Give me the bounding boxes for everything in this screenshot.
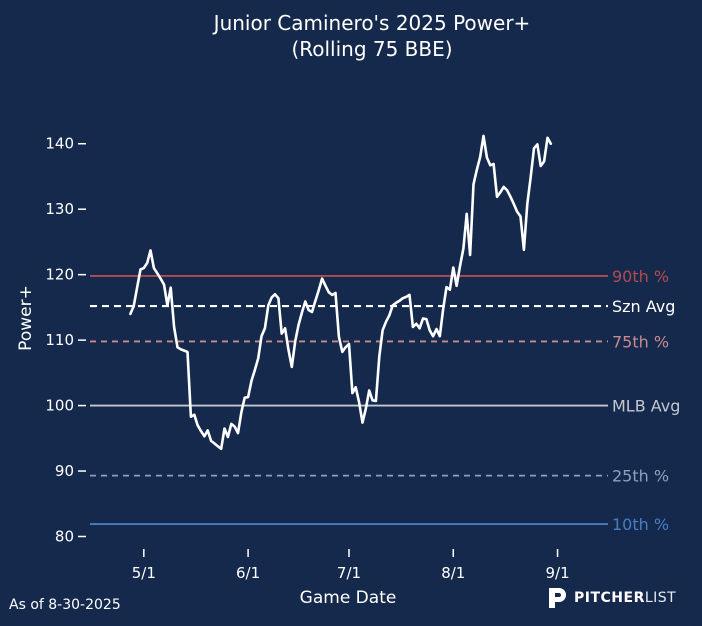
reference-lines: 90th % Szn Avg 75th % MLB Avg 25th % 10th % bbox=[90, 267, 680, 534]
brand-name-light: LIST bbox=[644, 590, 677, 606]
y-tick-label-110: 110 bbox=[45, 331, 74, 349]
chart-subtitle: (Rolling 75 BBE) bbox=[291, 37, 452, 61]
ref-label-10th: 10th % bbox=[612, 515, 669, 534]
brand-name-bold: PITCHER bbox=[574, 590, 645, 606]
ref-label-90th: 90th % bbox=[612, 267, 669, 286]
y-tick-label-100: 100 bbox=[45, 397, 74, 415]
x-axis-label: Game Date bbox=[300, 588, 397, 608]
axes: 80 90 100 110 120 130 140 5/1 6/1 7/1 8/1 9/1 bbox=[45, 135, 569, 582]
chart-title: Junior Caminero's 2025 Power+ bbox=[212, 11, 531, 35]
series-layer bbox=[129, 134, 553, 451]
x-tick-label-9/1: 9/1 bbox=[545, 564, 569, 582]
ref-label-szn-avg: Szn Avg bbox=[612, 297, 675, 316]
x-tick-label-7/1: 7/1 bbox=[337, 564, 361, 582]
pitcherlist-logo: PITCHERLIST bbox=[546, 586, 676, 610]
as-of-date: As of 8-30-2025 bbox=[9, 597, 121, 613]
y-tick-label-90: 90 bbox=[55, 462, 74, 480]
ref-label-25th: 25th % bbox=[612, 467, 669, 486]
ref-label-mlb-avg: MLB Avg bbox=[612, 397, 680, 416]
y-tick-label-120: 120 bbox=[45, 266, 74, 284]
pitcherlist-p-icon bbox=[549, 588, 566, 608]
series-line-0 bbox=[129, 134, 553, 451]
x-tick-label-5/1: 5/1 bbox=[132, 564, 156, 582]
y-axis-label: Power+ bbox=[16, 285, 36, 351]
x-tick-label-8/1: 8/1 bbox=[441, 564, 465, 582]
y-tick-label-80: 80 bbox=[55, 527, 74, 545]
y-tick-label-130: 130 bbox=[45, 200, 74, 218]
ref-label-75th: 75th % bbox=[612, 332, 669, 351]
y-tick-label-140: 140 bbox=[45, 135, 74, 153]
x-tick-label-6/1: 6/1 bbox=[236, 564, 260, 582]
